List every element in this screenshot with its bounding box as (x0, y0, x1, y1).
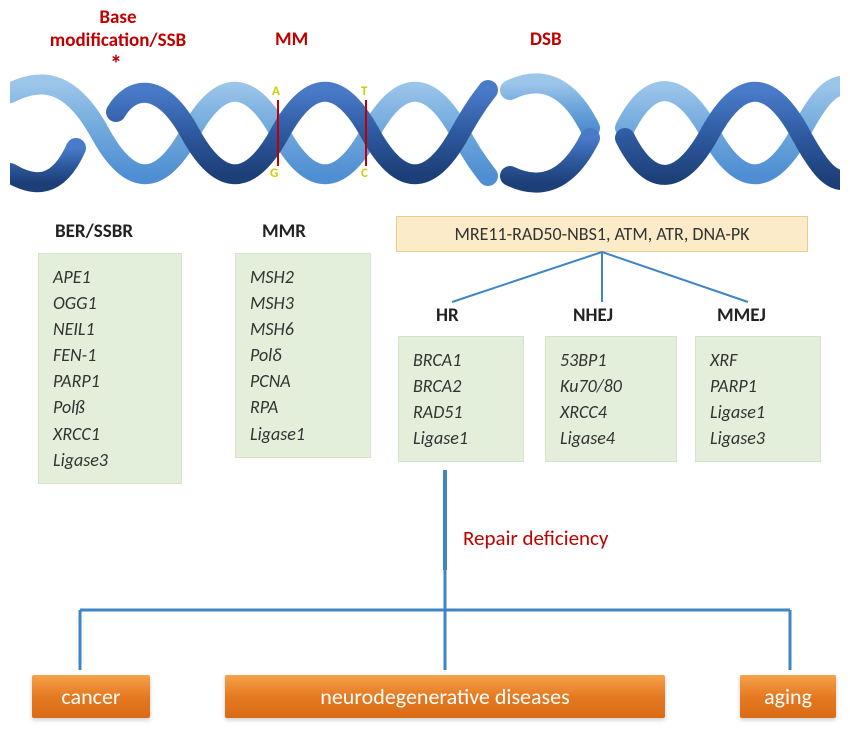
title-mmr: MMR (262, 220, 306, 243)
gene-item: APE1 (53, 264, 167, 290)
gene-item: XRCC4 (560, 399, 662, 425)
gene-box-nhej: 53BP1 Ku70/80 XRCC4 Ligase4 (545, 336, 677, 462)
gene-item: MSH3 (250, 290, 356, 316)
gene-item: BRCA2 (413, 373, 509, 399)
mm-base-a: A (272, 84, 280, 99)
gene-item: RPA (250, 394, 356, 420)
gene-item: OGG1 (53, 290, 167, 316)
title-hr: HR (436, 304, 459, 327)
gene-item: NEIL1 (53, 316, 167, 342)
outcome-aging: aging (740, 675, 836, 718)
gene-item: RAD51 (413, 399, 509, 425)
label-base-mod-ssb: Base modification/SSB (18, 6, 218, 52)
gene-item: Ku70/80 (560, 373, 662, 399)
gene-item: BRCA1 (413, 347, 509, 373)
mm-line-2 (365, 100, 367, 166)
gene-box-hr: BRCA1 BRCA2 RAD51 Ligase1 (398, 336, 524, 462)
gene-item: Ligase1 (413, 425, 509, 451)
gene-item: Ligase3 (53, 447, 167, 473)
mm-base-c: C (361, 166, 368, 181)
title-mmej: MMEJ (717, 304, 766, 327)
gene-box-mmr: MSH2 MSH3 MSH6 Polδ PCNA RPA Ligase1 (235, 253, 371, 458)
sensor-branch-lines (396, 252, 808, 312)
deficiency-line (440, 470, 450, 570)
outcome-cancer: cancer (32, 675, 150, 718)
title-nhej: NHEJ (573, 304, 613, 327)
deficiency-label: Repair deficiency (463, 525, 608, 551)
gene-item: PCNA (250, 368, 356, 394)
outcome-neuro: neurodegenerative diseases (225, 675, 665, 718)
title-ber-ssbr: BER/SSBR (55, 220, 133, 243)
gene-item: 53BP1 (560, 347, 662, 373)
gene-item: Ligase1 (250, 421, 356, 447)
gene-item: MSH6 (250, 316, 356, 342)
mm-base-g: G (270, 166, 278, 181)
gene-item: Ligase4 (560, 425, 662, 451)
outcome-bracket (40, 570, 820, 675)
gene-item: PARP1 (53, 368, 167, 394)
dsb-sensor-box: MRE11-RAD50-NBS1, ATM, ATR, DNA-PK (396, 216, 808, 252)
gene-item: Polß (53, 394, 167, 420)
mm-line-1 (277, 100, 279, 166)
dna-helix: A G T C (10, 68, 840, 193)
gene-item: PARP1 (710, 373, 806, 399)
label-mm: MM (275, 28, 308, 51)
gene-item: Ligase1 (710, 399, 806, 425)
gene-item: Ligase3 (710, 425, 806, 451)
gene-box-mmej: XRF PARP1 Ligase1 Ligase3 (695, 336, 821, 462)
mm-base-t: T (361, 84, 367, 99)
label-dsb: DSB (530, 28, 562, 51)
gene-item: XRCC1 (53, 421, 167, 447)
gene-item: MSH2 (250, 264, 356, 290)
gene-item: Polδ (250, 342, 356, 368)
gene-item: FEN-1 (53, 342, 167, 368)
gene-item: XRF (710, 347, 806, 373)
gene-box-ber: APE1 OGG1 NEIL1 FEN-1 PARP1 Polß XRCC1 L… (38, 253, 182, 484)
